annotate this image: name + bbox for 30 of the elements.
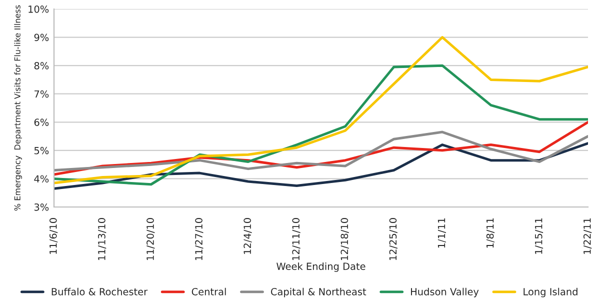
y-tick-label: 6% — [34, 118, 49, 126]
x-tick-label: 1/22/11 — [583, 218, 592, 254]
y-tick-label: 4% — [34, 175, 49, 183]
x-tick-label: 11/6/10 — [49, 218, 58, 254]
legend-label: Buffalo & Rochester — [52, 288, 148, 296]
x-tick-label: 11/20/10 — [146, 218, 155, 260]
x-tick-label: 1/8/11 — [486, 218, 494, 248]
legend-label: Central — [192, 288, 226, 296]
x-tick-label: 11/27/10 — [195, 218, 204, 260]
y-tick-label: 9% — [34, 34, 49, 42]
y-axis-title: % Emergency Department Visits for Flu-like Illness — [14, 5, 22, 211]
y-tick-label: 5% — [34, 146, 49, 154]
legend-label: Long Island — [524, 288, 578, 298]
line-series — [54, 130, 588, 172]
y-tick-label: 10% — [28, 5, 49, 13]
legend-label: Hudson Valley — [411, 288, 479, 298]
x-axis-title: Week Ending Date — [276, 262, 366, 272]
x-tick-label: 1/1/11 — [438, 218, 446, 248]
line-series — [54, 64, 588, 186]
x-tick-label: 12/18/10 — [340, 218, 349, 260]
x-tick-label: 12/25/10 — [389, 218, 398, 260]
y-tick-label: 8% — [34, 62, 49, 70]
x-tick-label: 11/13/10 — [98, 218, 106, 260]
y-tick-label: 3% — [34, 203, 49, 211]
y-tick-label: 7% — [34, 90, 49, 98]
x-tick-label: 12/4/10 — [244, 218, 252, 254]
line-series — [54, 36, 588, 184]
x-tick-label: 12/11/10 — [292, 218, 300, 260]
legend-label: Capital & Northeast — [271, 288, 366, 298]
x-tick-label: 1/15/11 — [535, 218, 544, 254]
